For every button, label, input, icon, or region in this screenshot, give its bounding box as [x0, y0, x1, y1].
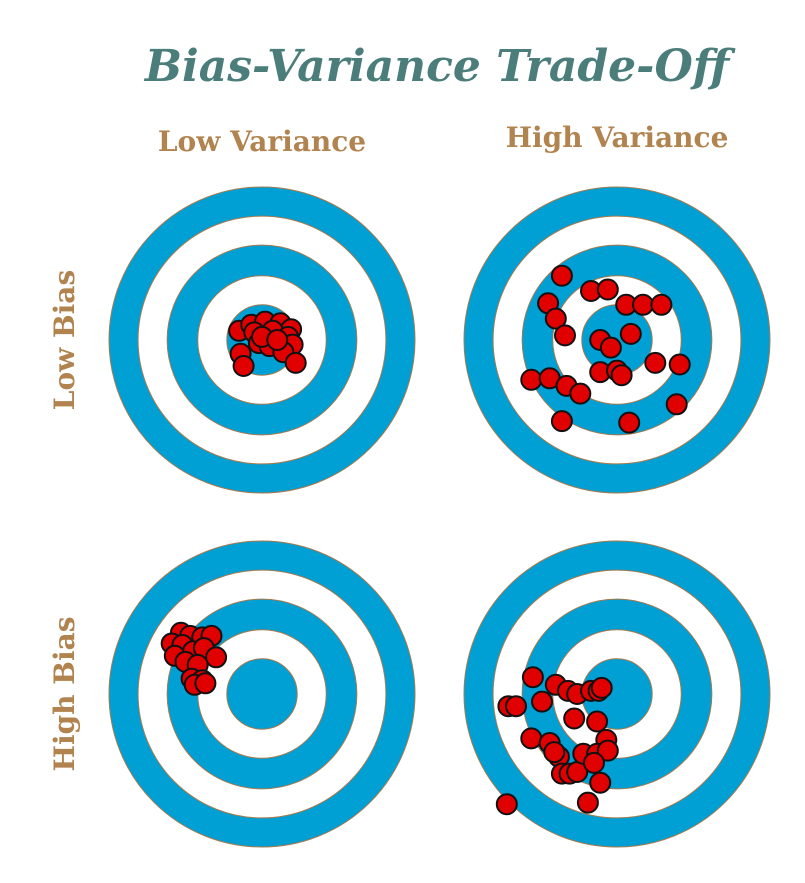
shot-dot: [596, 278, 619, 301]
shot-dot: [596, 739, 619, 762]
shot-dot: [520, 727, 543, 750]
shot-dot: [543, 741, 566, 764]
shot-dot: [495, 793, 518, 816]
row-label-high-bias: High Bias: [48, 617, 81, 772]
shot-dot: [550, 410, 573, 433]
shot-dot: [194, 672, 217, 695]
shot-dot: [583, 751, 605, 774]
shot-dot: [232, 355, 255, 377]
column-label-low-variance: Low Variance: [158, 125, 366, 158]
targets-group: [108, 186, 771, 848]
bullseye: [226, 658, 298, 730]
shot-dot: [586, 710, 609, 733]
figure-title: Bias-Variance Trade-Off: [143, 41, 736, 92]
shot-dot: [632, 293, 654, 316]
shot-dot: [590, 676, 613, 699]
shot-dot: [665, 393, 688, 416]
shot-dot: [521, 666, 544, 689]
shot-dot: [668, 353, 691, 376]
shot-dot: [520, 368, 543, 391]
shot-dot: [554, 324, 576, 347]
target-low-bias-high-variance: [463, 186, 771, 494]
target-low-bias-low-variance: [108, 186, 416, 494]
shot-dot: [576, 791, 599, 814]
shot-dot: [589, 771, 612, 794]
shot-dot: [544, 307, 567, 330]
shot-dot: [550, 264, 573, 287]
column-label-high-variance: High Variance: [506, 121, 729, 154]
shot-dot: [284, 351, 307, 374]
shot-dot: [644, 351, 667, 374]
shot-dot: [618, 411, 641, 434]
shot-dot: [599, 336, 622, 359]
shot-dot: [610, 364, 633, 387]
target-high-bias-high-variance: [463, 540, 771, 848]
shot-dot: [531, 690, 553, 713]
shot-dot: [205, 646, 228, 669]
shot-dot: [266, 329, 289, 351]
target-high-bias-low-variance: [108, 540, 416, 848]
row-label-low-bias: Low Bias: [48, 270, 81, 410]
shot-dot: [569, 382, 592, 405]
shot-dot: [505, 695, 527, 718]
shot-dot: [563, 707, 586, 730]
shot-dot: [650, 293, 673, 316]
shot-dot: [619, 322, 642, 345]
